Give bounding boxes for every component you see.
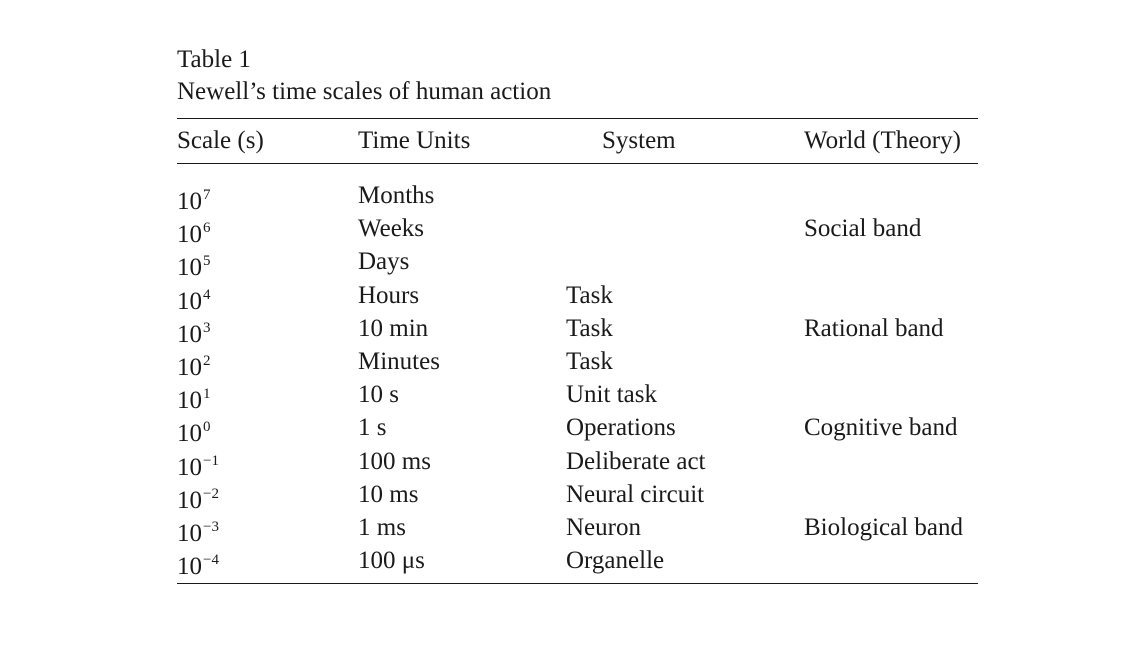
cell-scale: 10−2 <box>177 478 219 517</box>
cell-scale: 10−3 <box>177 511 219 550</box>
table-row: 103 10 min Task Rational band <box>177 312 978 348</box>
scale-exponent: 1 <box>203 386 211 403</box>
scale-exponent: −3 <box>203 518 219 535</box>
table-row: 102 Minutes Task <box>177 345 978 381</box>
cell-time-units: Hours <box>358 281 420 309</box>
cell-scale: 10−1 <box>177 445 219 484</box>
table-body: 107 Months 106 Weeks Social band 105 Days 104 Ho… <box>177 164 978 583</box>
cell-time-units: 1 s <box>358 414 387 442</box>
table-label: Table 1 <box>177 46 251 73</box>
scale-base: 10 <box>177 254 202 282</box>
table-row: 10−3 1 ms Neuron Biological band <box>177 511 978 547</box>
header-world: World (Theory) <box>804 127 961 154</box>
header-scale: Scale (s) <box>177 127 264 154</box>
scale-base: 10 <box>177 519 202 547</box>
cell-world: Social band <box>804 215 922 243</box>
cell-time-units: Months <box>358 182 435 209</box>
cell-world: Biological band <box>804 513 963 541</box>
cell-scale: 106 <box>177 212 211 251</box>
cell-system: Operations <box>566 414 676 442</box>
table-row: 10−1 100 ms Deliberate act <box>177 445 978 481</box>
cell-system: Organelle <box>566 547 665 575</box>
header-time-units: Time Units <box>358 127 471 154</box>
cell-scale: 107 <box>177 179 211 218</box>
table-row: 107 Months <box>177 179 978 215</box>
cell-world: Rational band <box>804 314 944 342</box>
cell-system: Task <box>566 314 613 342</box>
scale-base: 10 <box>177 188 202 215</box>
cell-time-units: 10 s <box>358 381 399 409</box>
scale-exponent: −1 <box>203 452 219 469</box>
cell-time-units: 10 ms <box>358 480 419 508</box>
scale-exponent: 4 <box>203 286 211 303</box>
table-row: 10−2 10 ms Neural circuit <box>177 478 978 514</box>
cell-scale: 104 <box>177 279 211 318</box>
cell-time-units: 10 min <box>358 314 429 342</box>
cell-time-units: Weeks <box>358 215 425 243</box>
scale-exponent: 5 <box>203 253 211 270</box>
scale-exponent: −2 <box>203 485 219 502</box>
top-rule <box>177 118 978 119</box>
cell-scale: 10−4 <box>177 544 219 583</box>
cell-time-units: 100 ms <box>358 447 431 475</box>
cell-scale: 103 <box>177 312 211 351</box>
cell-scale: 101 <box>177 378 211 417</box>
scale-base: 10 <box>177 453 202 481</box>
table-1: Table 1 Newell’s time scales of human ac… <box>177 44 978 585</box>
table-title: Newell’s time scales of human action <box>177 78 552 105</box>
scale-base: 10 <box>177 287 202 315</box>
header-rule <box>177 163 978 164</box>
cell-time-units: 1 ms <box>358 513 406 541</box>
scale-base: 10 <box>177 553 202 581</box>
header-system: System <box>602 127 676 154</box>
table-row: 105 Days <box>177 245 978 281</box>
scale-exponent: 7 <box>203 187 211 203</box>
cell-system: Neural circuit <box>566 480 705 508</box>
table-row: 101 10 s Unit task <box>177 378 978 414</box>
cell-system: Neuron <box>566 513 641 541</box>
table-row: 10−4 100 μs Organelle <box>177 544 978 580</box>
scale-base: 10 <box>177 486 202 514</box>
cell-time-units: 100 μs <box>358 547 425 575</box>
cell-time-units: Minutes <box>358 347 440 375</box>
scale-base: 10 <box>177 221 202 249</box>
cell-system: Deliberate act <box>566 447 706 475</box>
header-row: Scale (s) Time Units System World (Theor… <box>177 119 978 163</box>
table-row: 106 Weeks Social band <box>177 212 978 248</box>
scale-exponent: 2 <box>203 352 211 369</box>
cell-system: Task <box>566 281 613 309</box>
scale-exponent: 6 <box>203 220 211 237</box>
scale-base: 10 <box>177 320 202 348</box>
table-row: 104 Hours Task <box>177 279 978 315</box>
scale-base: 10 <box>177 353 202 381</box>
scale-base: 10 <box>177 387 202 415</box>
cell-scale: 100 <box>177 411 211 450</box>
scale-exponent: 0 <box>203 419 211 436</box>
cell-system: Unit task <box>566 381 657 409</box>
table-row: 100 1 s Operations Cognitive band <box>177 411 978 447</box>
cell-scale: 102 <box>177 345 211 384</box>
scale-exponent: 3 <box>203 319 211 336</box>
cell-system: Task <box>566 347 613 375</box>
bottom-rule <box>177 583 978 585</box>
scale-base: 10 <box>177 420 202 448</box>
cell-scale: 105 <box>177 245 211 284</box>
scale-exponent: −4 <box>203 552 219 569</box>
cell-world: Cognitive band <box>804 414 958 442</box>
cell-time-units: Days <box>358 248 410 276</box>
